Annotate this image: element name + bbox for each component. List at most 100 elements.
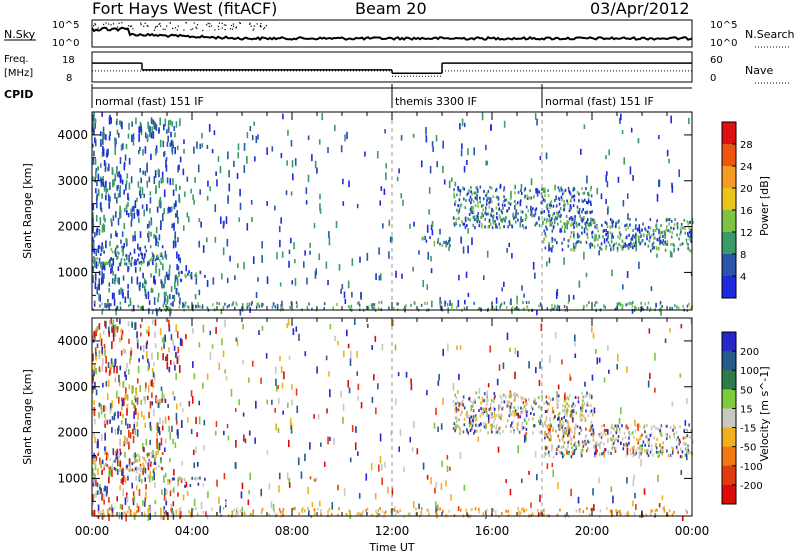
velocity-echo (485, 395, 488, 399)
power-echo (688, 230, 691, 234)
velocity-echo (379, 455, 382, 464)
nave-label: Nave (745, 64, 773, 77)
nsky-label: N.Sky (4, 28, 36, 41)
velocity-echo (426, 508, 429, 512)
colorbar-tick-label: 15 (740, 404, 753, 415)
velocity-echo (103, 499, 105, 505)
power-echo (594, 303, 596, 307)
velocity-echo (329, 436, 331, 442)
velocity-echo (136, 509, 138, 513)
power-echo (116, 118, 118, 123)
power-echo (108, 116, 111, 125)
power-echo (495, 206, 498, 210)
power-echo (538, 224, 541, 228)
velocity-echo (121, 329, 124, 335)
power-echo (125, 253, 127, 257)
power-echo (142, 283, 144, 289)
velocity-echo (585, 427, 587, 431)
velocity-echo (638, 438, 640, 442)
nsky-point (232, 25, 235, 28)
power-echo (144, 170, 147, 176)
power-echo (163, 291, 166, 298)
velocity-echo (522, 507, 525, 511)
power-echo (319, 203, 321, 211)
velocity-echo (459, 452, 462, 460)
power-echo (184, 273, 186, 277)
power-echo (477, 204, 479, 208)
velocity-echo (405, 371, 408, 378)
power-echo (472, 223, 475, 227)
power-echo (453, 222, 456, 226)
velocity-echo (104, 420, 106, 428)
velocity-echo (260, 510, 263, 514)
velocity-echo (688, 451, 690, 455)
power-echo (606, 181, 609, 188)
velocity-echo (449, 466, 451, 471)
velocity-echo (647, 437, 649, 441)
velocity-echo (287, 318, 290, 326)
power-echo (554, 304, 556, 308)
velocity-echo (205, 511, 207, 517)
power-echo (388, 306, 390, 310)
velocity-echo (260, 377, 262, 384)
velocity-echo (175, 509, 178, 517)
power-echo (101, 271, 104, 279)
velocity-echo (111, 507, 114, 514)
velocity-echo (494, 417, 496, 421)
velocity-echo (219, 505, 221, 514)
velocity-echo (654, 387, 656, 393)
power-echo (463, 197, 465, 201)
velocity-echo (637, 423, 639, 431)
velocity-echo (146, 453, 149, 457)
power-echo (429, 236, 431, 240)
power-echo (526, 194, 529, 198)
power-echo (308, 302, 310, 306)
power-echo (555, 204, 558, 208)
velocity-echo (673, 424, 675, 428)
power-echo (463, 166, 466, 173)
velocity-echo (358, 492, 361, 499)
velocity-echo (509, 406, 511, 415)
nsky-point (253, 25, 256, 27)
velocity-echo (521, 410, 524, 414)
power-echo (428, 209, 430, 215)
power-echo (169, 306, 171, 310)
velocity-echo (592, 438, 595, 442)
velocity-echo (157, 444, 160, 452)
power-echo (489, 212, 492, 216)
velocity-echo (501, 407, 504, 411)
power-echo (477, 217, 479, 221)
power-echo (133, 248, 136, 254)
power-echo (154, 170, 157, 178)
power-echo (291, 160, 294, 168)
power-echo (517, 218, 519, 222)
power-echo (242, 306, 244, 310)
velocity-echo (282, 508, 285, 512)
power-echo (656, 253, 658, 258)
velocity-echo (149, 421, 152, 429)
power-echo (472, 215, 475, 219)
power-echo (620, 244, 622, 248)
power-echo (135, 117, 137, 125)
velocity-echo (327, 510, 329, 514)
power-echo (167, 135, 169, 142)
velocity-echo (587, 403, 590, 407)
power-echo (609, 225, 611, 229)
velocity-echo (160, 437, 163, 446)
velocity-echo (585, 449, 588, 453)
velocity-echo (147, 462, 149, 466)
power-echo (400, 193, 403, 199)
nsky-point (262, 28, 265, 30)
power-echo (332, 306, 334, 310)
velocity-echo (636, 424, 639, 428)
colorbar-tick-label: 12 (740, 228, 753, 239)
velocity-echo (583, 442, 586, 446)
power-echo (530, 210, 533, 214)
velocity-echo (482, 412, 484, 416)
power-echo (671, 231, 673, 235)
velocity-echo (510, 395, 512, 399)
power-echo (563, 200, 565, 204)
power-echo (554, 218, 556, 222)
power-echo (531, 214, 534, 218)
power-echo (358, 301, 360, 305)
